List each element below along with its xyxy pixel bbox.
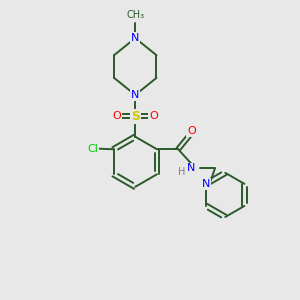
Text: Cl: Cl xyxy=(87,144,98,154)
Text: S: S xyxy=(131,110,140,123)
Text: CH₃: CH₃ xyxy=(126,11,144,20)
Text: N: N xyxy=(187,164,195,173)
Text: N: N xyxy=(202,179,210,189)
Text: O: O xyxy=(187,126,196,136)
Text: N: N xyxy=(131,33,140,43)
Text: N: N xyxy=(131,90,140,100)
Text: H: H xyxy=(178,167,186,177)
Text: O: O xyxy=(149,111,158,121)
Text: O: O xyxy=(112,111,122,121)
